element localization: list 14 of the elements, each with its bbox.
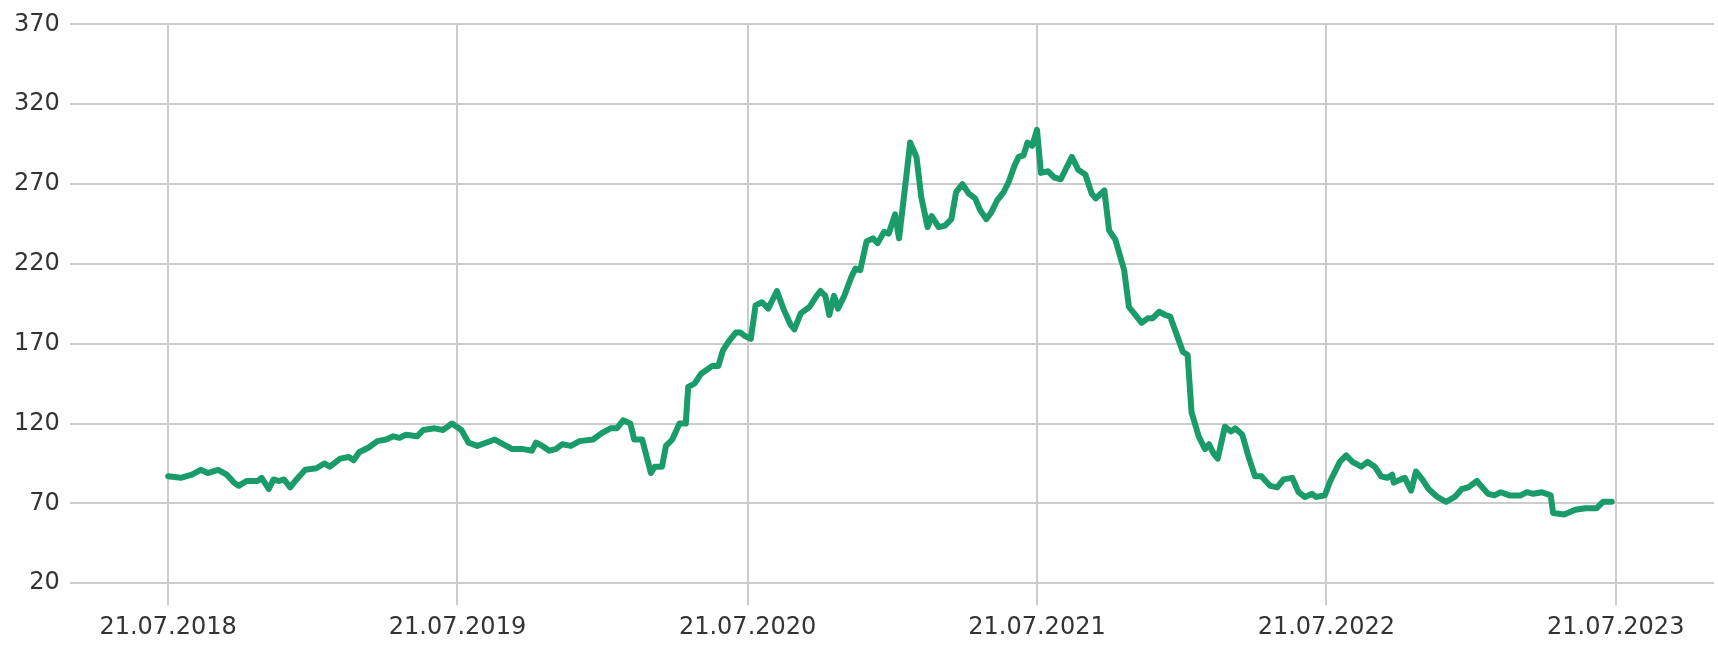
y-tick-label: 370 <box>14 8 60 37</box>
x-tick-label: 21.07.2023 <box>1546 611 1685 640</box>
y-tick-label: 20 <box>29 567 60 596</box>
y-tick-label: 320 <box>14 88 60 117</box>
x-tick-label: 21.07.2018 <box>99 611 237 640</box>
y-tick-label: 70 <box>29 487 60 516</box>
x-tick-label: 21.07.2020 <box>678 611 817 640</box>
y-tick-label: 270 <box>14 168 60 197</box>
y-tick-label: 170 <box>14 327 60 356</box>
x-tick-label: 21.07.2019 <box>388 611 527 640</box>
y-tick-label: 120 <box>14 407 60 436</box>
y-tick-label: 220 <box>14 248 60 277</box>
x-tick-label: 21.07.2022 <box>1257 611 1396 640</box>
x-tick-label: 21.07.2021 <box>968 611 1106 640</box>
